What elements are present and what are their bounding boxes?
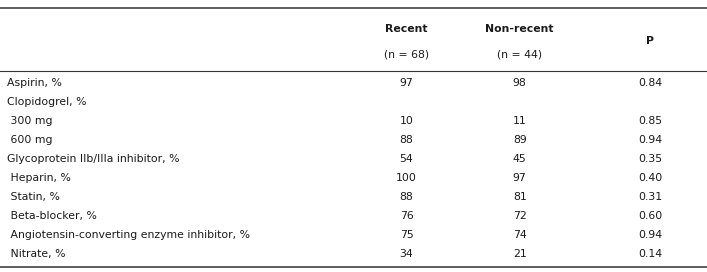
Text: 0.40: 0.40 [638,173,662,183]
Text: 0.94: 0.94 [638,230,662,240]
Text: Angiotensin-converting enzyme inhibitor, %: Angiotensin-converting enzyme inhibitor,… [7,230,250,240]
Text: P: P [646,36,655,46]
Text: Heparin, %: Heparin, % [7,173,71,183]
Text: 0.60: 0.60 [638,211,662,221]
Text: Non-recent: Non-recent [486,24,554,33]
Text: Clopidogrel, %: Clopidogrel, % [7,97,86,107]
Text: 100: 100 [396,173,417,183]
Text: 54: 54 [399,154,414,164]
Text: Beta-blocker, %: Beta-blocker, % [7,211,97,221]
Text: Glycoprotein IIb/IIIa inhibitor, %: Glycoprotein IIb/IIIa inhibitor, % [7,154,180,164]
Text: 45: 45 [513,154,527,164]
Text: 88: 88 [399,135,414,145]
Text: 97: 97 [513,173,527,183]
Text: (n = 68): (n = 68) [384,50,429,59]
Text: 34: 34 [399,249,414,259]
Text: 76: 76 [399,211,414,221]
Text: 0.84: 0.84 [638,78,662,88]
Text: 0.35: 0.35 [638,154,662,164]
Text: 11: 11 [513,116,527,126]
Text: 0.31: 0.31 [638,192,662,202]
Text: 600 mg: 600 mg [7,135,52,145]
Text: 81: 81 [513,192,527,202]
Text: Aspirin, %: Aspirin, % [7,78,62,88]
Text: 72: 72 [513,211,527,221]
Text: 75: 75 [399,230,414,240]
Text: 0.94: 0.94 [638,135,662,145]
Text: 300 mg: 300 mg [7,116,52,126]
Text: Statin, %: Statin, % [7,192,60,202]
Text: 0.14: 0.14 [638,249,662,259]
Text: 21: 21 [513,249,527,259]
Text: Nitrate, %: Nitrate, % [7,249,66,259]
Text: 98: 98 [513,78,527,88]
Text: 89: 89 [513,135,527,145]
Text: 74: 74 [513,230,527,240]
Text: 10: 10 [399,116,414,126]
Text: Recent: Recent [385,24,428,33]
Text: 0.85: 0.85 [638,116,662,126]
Text: 88: 88 [399,192,414,202]
Text: (n = 44): (n = 44) [497,50,542,59]
Text: 97: 97 [399,78,414,88]
